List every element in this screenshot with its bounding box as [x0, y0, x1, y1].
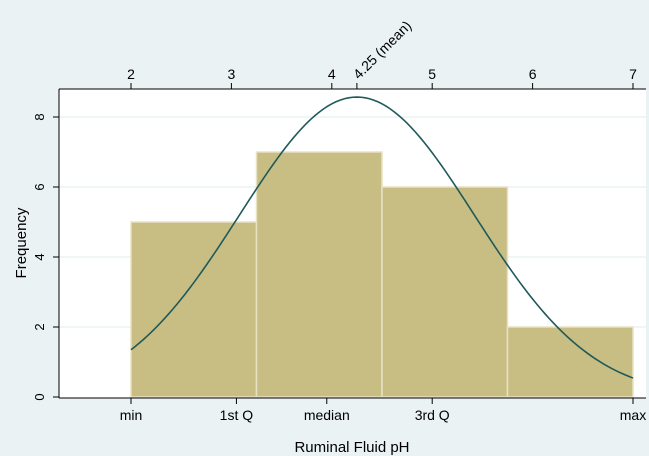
top-tick-label: 5 [428, 66, 436, 82]
histogram-bars [130, 151, 634, 398]
y-tick-label: 0 [32, 393, 47, 400]
top-tick-label: 6 [529, 66, 537, 82]
bottom-x-axis: min 1st Q median 3rd Q max [59, 397, 646, 423]
top-tick-label: 4 [328, 66, 336, 82]
y-tick-label: 4 [32, 253, 47, 260]
top-tick-label: 2 [127, 66, 135, 82]
top-tick-label: 7 [629, 66, 637, 82]
mean-tick-label: 4.25 (mean) [350, 17, 415, 82]
y-axis-label: Frequency [13, 207, 30, 278]
bottom-tick-label: median [304, 407, 350, 423]
histogram-bar-4 [506, 326, 634, 398]
y-tick-label: 2 [32, 323, 47, 330]
bottom-tick-label: 1st Q [220, 407, 254, 423]
histogram-bar-1 [130, 221, 258, 398]
normal-density-curve [130, 96, 634, 379]
bottom-tick-label: 3rd Q [415, 407, 450, 423]
histogram-bar-3 [381, 186, 509, 398]
y-tick-label: 8 [32, 113, 47, 120]
y-axis: 0 2 4 6 8 [32, 89, 60, 401]
top-tick-label: 3 [228, 66, 236, 82]
bottom-tick-label: max [620, 407, 646, 423]
histogram-bar-2 [255, 151, 383, 398]
top-x-axis: 2 3 4 5 6 7 4.25 (mean) [59, 17, 646, 90]
y-tick-label: 6 [32, 183, 47, 190]
x-axis-label: Ruminal Fluid pH [294, 439, 409, 456]
bottom-tick-label: min [120, 407, 143, 423]
